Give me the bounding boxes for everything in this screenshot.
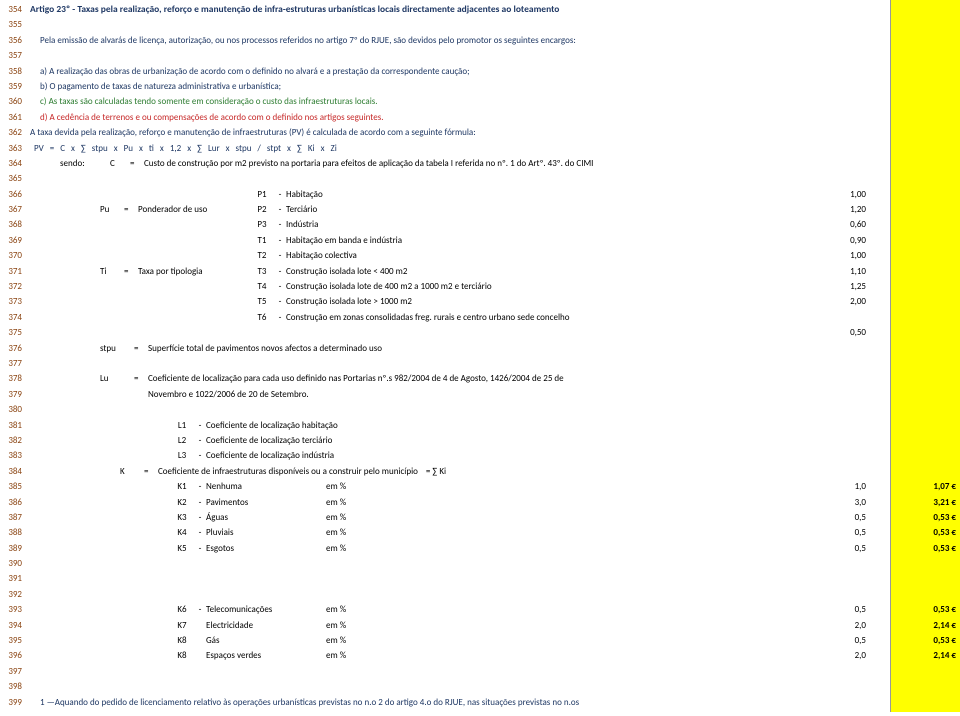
formula-row: PV=Cx∑stpuxPuxtix1,2x∑Lurxstpu/stptx∑Kix… [30, 141, 886, 156]
ti-definition: Taxa por tipologia [138, 264, 203, 279]
item-d: d) A cedência de terrenos e ou compensaç… [30, 110, 384, 125]
taxa-line: A taxa devida pela realização, reforço e… [30, 125, 476, 140]
p1-desc: Habitação [286, 187, 826, 202]
eq-symbol: = [124, 202, 138, 217]
p1-code: P1 [250, 187, 274, 202]
p3-val: 0,60 [826, 217, 886, 232]
lu-definition-1: Coeficiente de localização para cada uso… [148, 371, 564, 386]
euro-column: 1,07 €3,21 €0,53 €0,53 €0,53 €0,53 €2,14… [890, 0, 960, 712]
article-title: Artigo 23º - Taxas pela realização, refo… [30, 2, 559, 17]
k-symbol: K [120, 464, 144, 479]
k-definition: Coeficiente de infraestruturas disponíve… [158, 464, 418, 479]
intro-text: Pela emissão de alvarás de licença, auto… [30, 33, 576, 48]
pu-symbol: Pu [100, 202, 124, 217]
stpu-symbol: stpu [100, 341, 134, 356]
lu-definition-2: Novembro e 1022/2006 de 20 de Setembro. [148, 387, 309, 402]
c-symbol: C [110, 156, 130, 171]
pu-definition: Ponderador de uso [138, 202, 207, 217]
item-a: a) A realização das obras de urbanização… [30, 64, 470, 79]
p2-desc: Terciário [286, 202, 826, 217]
footnote: 1 —Aquando do pedido de licenciamento re… [30, 695, 579, 710]
sendo-label: sendo: [60, 156, 110, 171]
dash: - [274, 187, 286, 202]
stpu-definition: Superfície total de pavimentos novos afe… [148, 341, 382, 356]
c-definition: Custo de construção por m2 previsto na p… [144, 156, 593, 171]
eq-symbol: = [130, 156, 144, 171]
p2-code: P2 [250, 202, 274, 217]
line-number-gutter: 3543553563573583593603613623633643653663… [0, 0, 26, 712]
p3-desc: Indústria [286, 217, 826, 232]
item-c: c) As taxas são calculadas tendo somente… [30, 94, 378, 109]
t6-val: 0,50 [826, 325, 886, 340]
p1-val: 1,00 [826, 187, 886, 202]
ti-symbol: Ti [100, 264, 124, 279]
p3-code: P3 [250, 217, 274, 232]
k-sum: = ∑ Ki [418, 464, 446, 479]
item-b: b) O pagamento de taxas de natureza admi… [30, 79, 281, 94]
lu-symbol: Lu [100, 371, 134, 386]
document-content: Artigo 23º - Taxas pela realização, refo… [26, 0, 890, 712]
p2-val: 1,20 [826, 202, 886, 217]
